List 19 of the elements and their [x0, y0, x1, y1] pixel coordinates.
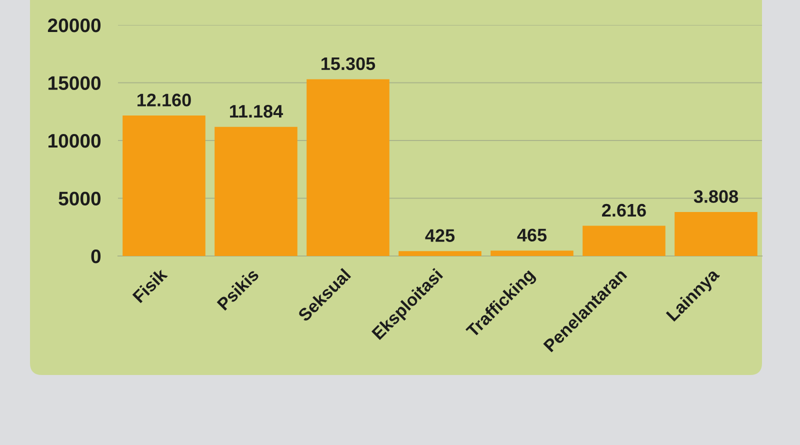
bar: [674, 212, 758, 256]
data-label: 425: [425, 229, 455, 242]
data-label: 11.184: [230, 104, 284, 118]
y-tick-label: 20000: [48, 18, 101, 32]
y-tick-label: 5000: [58, 192, 101, 206]
bar: [122, 116, 206, 256]
y-tick-label: 0: [91, 249, 101, 264]
data-label: 15.305: [322, 57, 376, 70]
data-label: 2.616: [602, 204, 646, 217]
bar: [490, 250, 574, 256]
data-label: 465: [517, 228, 547, 242]
bar: [398, 251, 482, 256]
bar: [214, 126, 298, 256]
bar: [582, 226, 666, 256]
y-tick-label: 15000: [48, 76, 101, 90]
data-label: 12.160: [138, 94, 191, 106]
y-tick-label: 10000: [48, 134, 101, 148]
bar: [306, 79, 390, 256]
data-label: 3.808: [694, 190, 738, 203]
